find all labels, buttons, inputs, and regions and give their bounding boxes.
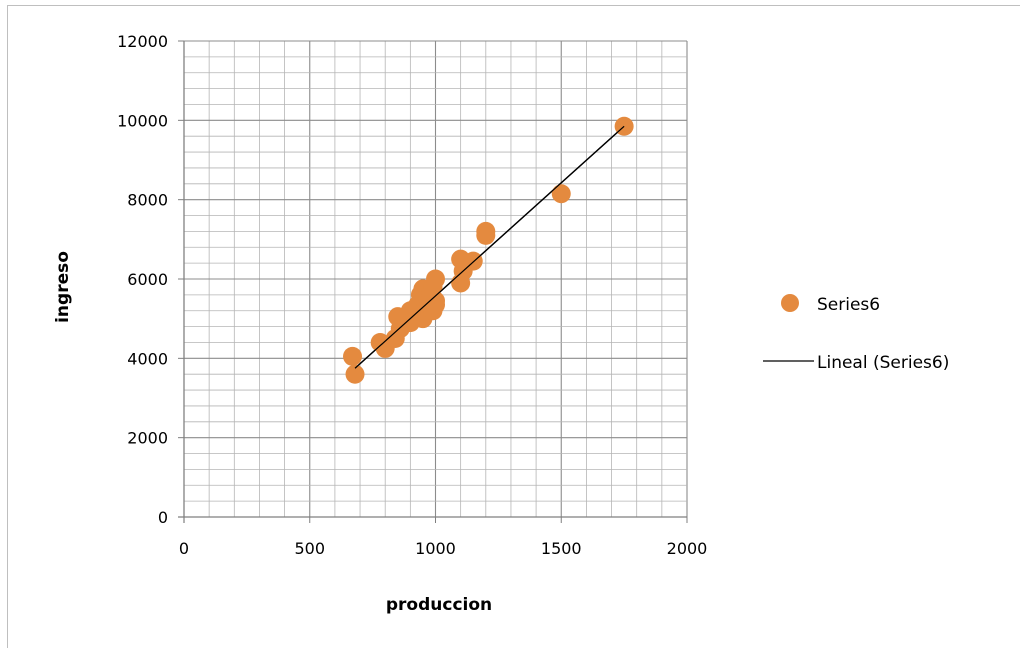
y-tick-label: 6000 [127, 270, 168, 289]
data-point [345, 364, 365, 384]
data-point [343, 346, 363, 366]
x-tick-label: 500 [294, 539, 325, 558]
tick-labels: 0 2000 4000 6000 8000 10000 12000 0 500 1000 1500 2… [117, 32, 707, 558]
scatter-chart: 0 2000 4000 6000 8000 10000 12000 0 500 1000 1500 2… [53, 32, 949, 615]
y-axis-title: ingreso [53, 251, 73, 323]
y-tick-label: 4000 [127, 349, 168, 368]
x-tick-label: 0 [179, 539, 189, 558]
legend-label-series6: Series6 [817, 295, 880, 315]
y-tick-label: 0 [158, 508, 168, 527]
y-tick-label: 12000 [117, 32, 168, 51]
legend: Series6 Lineal (Series6) [763, 294, 949, 373]
data-point [476, 225, 496, 245]
grid [183, 40, 688, 518]
x-axis-title: produccion [386, 595, 492, 615]
x-tick-label: 2000 [667, 539, 708, 558]
x-tick-label: 1000 [415, 539, 456, 558]
legend-label-trend: Lineal (Series6) [817, 353, 949, 373]
x-tick-label: 1500 [541, 539, 582, 558]
chart-area: 0 2000 4000 6000 8000 10000 12000 0 500 1000 1500 2… [7, 5, 1020, 648]
trendline-overlay [354, 125, 625, 369]
y-tick-label: 10000 [117, 111, 168, 130]
data-point [551, 184, 571, 204]
data-point [426, 295, 445, 315]
y-tick-label: 8000 [127, 191, 168, 210]
legend-marker-series6 [781, 294, 799, 312]
y-tick-label: 2000 [127, 429, 168, 448]
axes [178, 40, 688, 523]
data-point [426, 269, 445, 289]
